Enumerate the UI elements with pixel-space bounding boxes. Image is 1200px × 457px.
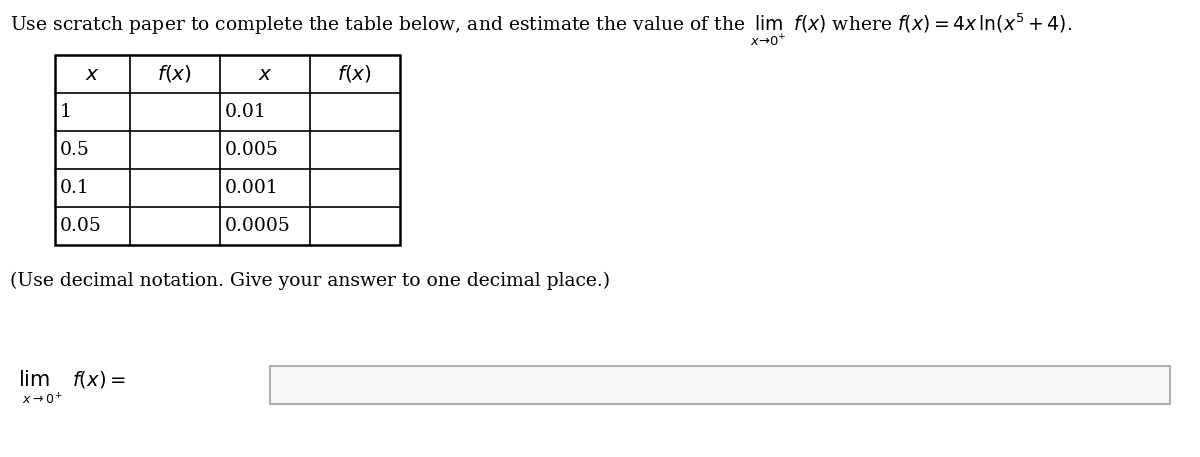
Text: $x \to 0^+$: $x \to 0^+$ [22,392,64,407]
Text: Use scratch paper to complete the table below, and estimate the value of the $\l: Use scratch paper to complete the table … [10,12,1072,48]
Text: 0.005: 0.005 [226,141,278,159]
Text: $x$: $x$ [85,64,100,84]
Text: 0.1: 0.1 [60,179,90,197]
Text: 0.01: 0.01 [226,103,266,121]
Text: 0.05: 0.05 [60,217,102,235]
Bar [270,366,1170,404]
Text: $x$: $x$ [258,64,272,84]
Text: $f(x)$: $f(x)$ [337,64,372,85]
Text: 1: 1 [60,103,72,121]
Text: $f(x)$: $f(x)$ [157,64,192,85]
Text: $f(x) =$: $f(x) =$ [72,370,126,390]
Text: $\lim$: $\lim$ [18,370,50,390]
Text: (Use decimal notation. Give your answer to one decimal place.): (Use decimal notation. Give your answer … [10,272,610,290]
Text: 0.001: 0.001 [226,179,278,197]
Text: 0.0005: 0.0005 [226,217,290,235]
Bar [55,55,400,245]
Text: 0.5: 0.5 [60,141,90,159]
